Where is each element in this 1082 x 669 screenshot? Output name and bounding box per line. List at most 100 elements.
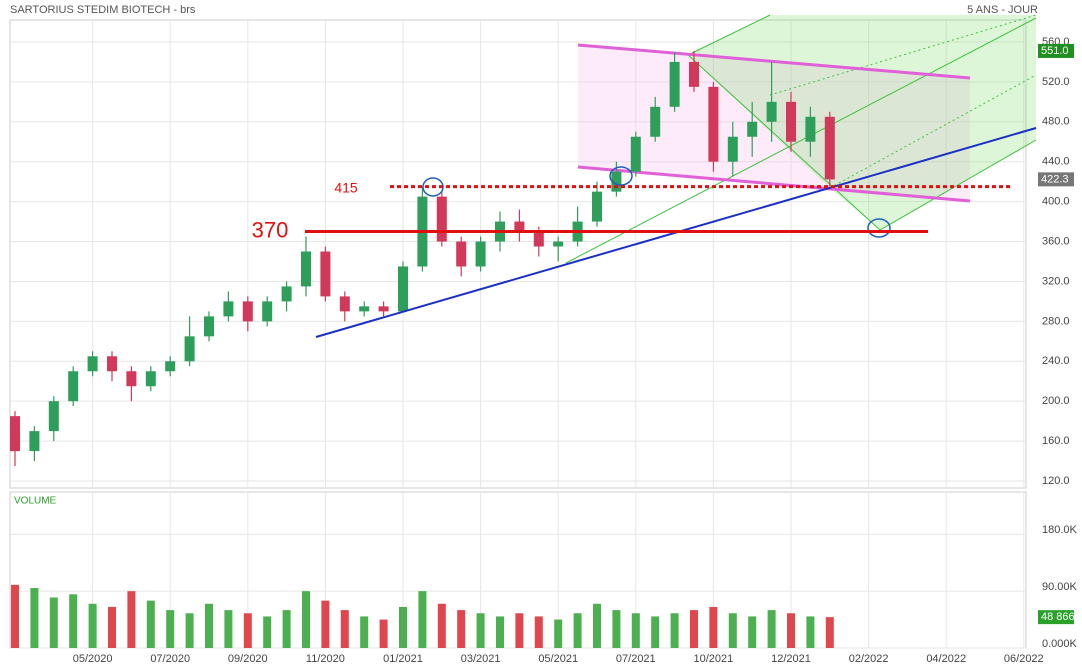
pitchfork-line: [829, 74, 1037, 189]
volume-bar: [282, 610, 291, 648]
volume-bar: [573, 613, 582, 648]
candle-body: [339, 296, 350, 312]
volume-bar: [631, 613, 640, 648]
volume-bar: [11, 584, 19, 648]
candle-body: [475, 241, 486, 267]
candle-body: [378, 306, 389, 312]
candle-body: [87, 356, 98, 372]
channel-line: [577, 165, 971, 203]
volume-bar: [146, 600, 155, 648]
volume-bar: [340, 610, 349, 648]
volume-bar: [651, 616, 660, 648]
volume-bar: [787, 613, 795, 648]
pitchfork-fill: [688, 15, 1036, 230]
volume-bar: [496, 616, 504, 648]
candle-body: [436, 196, 447, 242]
candle-body: [68, 371, 79, 402]
volume-bar: [321, 600, 330, 648]
volume-bar: [767, 610, 776, 648]
x-tick-label: 02/2022: [849, 653, 889, 665]
candle-body: [669, 61, 680, 107]
candle-body: [281, 286, 292, 302]
price-badge: [1038, 43, 1074, 58]
circle: [609, 166, 633, 186]
candle-body: [242, 301, 253, 322]
pitchfork-line: [565, 17, 1037, 264]
volume-bar: [554, 619, 563, 648]
candle-body: [611, 171, 622, 192]
volume-bar: [360, 616, 369, 648]
y-tick-label: 160.0: [1042, 435, 1070, 447]
candle-body: [262, 301, 273, 322]
volume-bar: [127, 591, 136, 648]
candle-body: [184, 336, 195, 362]
candle-body: [10, 416, 20, 452]
channel-line: [577, 43, 971, 80]
price-panel: [9, 19, 1027, 489]
volume-bar: [437, 603, 446, 648]
badge-label: 422.3: [1041, 173, 1069, 185]
pitchfork-line: [879, 139, 1037, 231]
x-tick-label: 05/2020: [73, 653, 113, 665]
volume-bar: [534, 616, 543, 648]
volume-bar: [263, 616, 272, 648]
y-tick-label: 360.0: [1042, 235, 1070, 247]
volume-bar: [515, 613, 524, 648]
candle-body: [145, 371, 156, 387]
pitchfork-line: [769, 14, 1037, 96]
volume-bar: [379, 619, 388, 648]
x-tick-label: 04/2022: [926, 653, 966, 665]
volume-bar: [670, 613, 679, 648]
candle-body: [805, 116, 816, 142]
price-badge: [1038, 172, 1074, 187]
volume-bar: [593, 603, 601, 648]
circle: [867, 218, 891, 238]
volume-bar: [108, 606, 116, 648]
x-tick-label: 07/2021: [616, 653, 656, 665]
volume-bar: [69, 594, 78, 648]
volume-bar: [399, 606, 407, 648]
candle-body: [533, 231, 544, 247]
volume-bar: [205, 603, 213, 648]
y-tick-label: 520.0: [1042, 76, 1070, 88]
y-tick-label: 0.000K: [1042, 638, 1078, 650]
volume-bar: [457, 610, 466, 648]
volume-bar: [690, 610, 698, 648]
candle-body: [514, 221, 525, 232]
volume-bar: [748, 616, 757, 648]
volume-bar: [88, 603, 97, 648]
volume-bar: [49, 597, 58, 648]
y-tick-label: 180.0K: [1042, 524, 1078, 536]
pitchfork-line: [687, 54, 881, 231]
candle-body: [824, 116, 835, 180]
x-tick-label: 06/2022: [1004, 653, 1044, 665]
x-tick-label: 05/2021: [538, 653, 578, 665]
candle-body: [708, 86, 719, 162]
candle-body: [553, 241, 564, 247]
x-tick-label: 03/2021: [461, 653, 501, 665]
pitchfork: [565, 14, 1037, 264]
candle-body: [29, 431, 40, 452]
candle-body: [592, 191, 602, 222]
candle-body: [650, 106, 661, 137]
level-label: 415: [334, 179, 358, 195]
candle-body: [727, 136, 738, 162]
candle-body: [165, 361, 176, 372]
volume-bar: [418, 591, 427, 648]
period: 5 ANS - JOUR: [967, 4, 1038, 16]
volume-bar: [825, 617, 834, 648]
candle-body: [456, 241, 467, 267]
volume-bar: [30, 588, 39, 648]
chart-title: SARTORIUS STEDIM BIOTECH - brs: [10, 4, 196, 16]
volume-bar: [709, 606, 718, 648]
x-tick-label: 01/2021: [383, 653, 423, 665]
badge-label: 48 866: [1041, 611, 1075, 623]
candle-body: [766, 101, 777, 122]
candle-body: [107, 356, 117, 372]
x-tick-label: 09/2020: [228, 653, 268, 665]
volume-bar: [612, 610, 621, 648]
candle-body: [223, 301, 234, 317]
candle-body: [747, 121, 758, 137]
volume-bar: [806, 616, 815, 648]
volume-title: VOLUME: [14, 496, 57, 507]
